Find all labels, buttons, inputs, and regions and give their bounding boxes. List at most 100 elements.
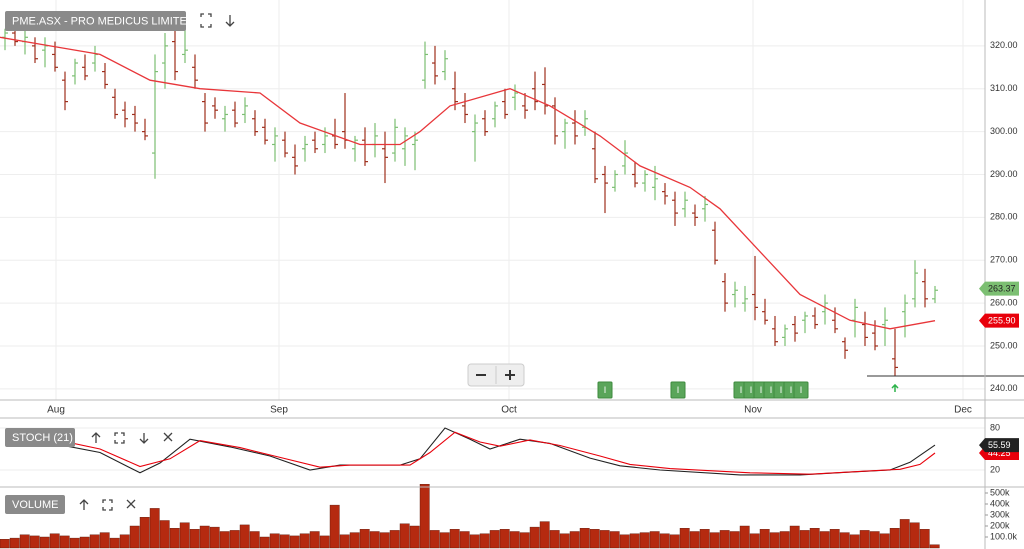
volume-bar [449,529,460,549]
volume-bar [119,534,130,549]
signal-label: I [677,385,680,395]
volume-bar [739,525,750,549]
y-tick-label: 100.0k [990,531,1018,541]
stoch-line [59,431,936,475]
volume-bar [699,529,710,549]
signal-label: I [760,385,763,395]
panel-tools[interactable] [200,13,235,28]
volume-bar [659,533,670,549]
volume-bar [879,533,890,549]
volume-bar [819,531,830,549]
volume-bar [779,531,790,549]
volume-bar [479,533,490,549]
signal-label: I [740,385,743,395]
signal-label: I [770,385,773,395]
volume-bar [689,531,700,549]
volume-bar [159,520,170,549]
y-tick-label: 280.00 [990,212,1018,222]
chart-title: PME.ASX - PRO MEDICUS LIMITED [12,15,195,27]
panel-title: VOLUME [12,499,58,511]
volume-bar [889,528,900,549]
volume-bar [319,535,330,549]
zoom-controls[interactable] [467,363,525,387]
volume-bar [109,537,120,549]
y-tick-label: 300k [990,509,1010,519]
volume-bar [399,523,410,549]
volume-bar [359,529,370,549]
volume-bar [729,531,740,549]
volume-bar [269,533,280,549]
volume-bar [719,530,730,549]
x-tick-label: Oct [501,405,517,416]
value-tag-label: 55.59 [988,440,1011,450]
volume-bar [459,531,470,549]
volume-bar [469,534,480,549]
y-tick-label: 200k [990,520,1010,530]
volume-bar [489,530,500,549]
volume-bar [919,529,930,549]
volume-bar [419,484,430,549]
volume-bar [599,530,610,549]
volume-bar [19,534,30,549]
title-tag [5,11,186,31]
volume-bar [389,530,400,549]
volume-bar [189,529,200,549]
panel-tools[interactable] [91,432,173,444]
volume-bar [69,537,80,549]
volume-bar [519,532,530,549]
buy-arrow [891,383,899,392]
y-tick-label: 320.00 [990,40,1018,50]
volume-bar [139,517,150,549]
zoom-in[interactable] [505,370,515,380]
volume-bar [259,536,270,549]
y-tick-label: 300.00 [990,126,1018,136]
volume-bar [809,528,820,549]
signal-box [793,381,809,399]
volume-bar [99,532,110,549]
volume-bar [279,534,290,549]
volume-bar [899,519,910,549]
volume-bar [289,535,300,549]
title-tag [5,495,65,514]
volume-bar [869,531,880,549]
volume-bar [839,532,850,549]
value-tag-label: 255.90 [988,316,1016,326]
signal-label: I [750,385,753,395]
volume-bar [59,535,70,549]
panel-title: STOCH (21) [12,432,73,444]
volume-bar [9,537,20,549]
volume-bar [849,534,860,549]
volume-bar [169,528,180,549]
y-tick-label: 20 [990,464,1000,474]
value-tag [979,281,1019,296]
y-tick-label: 310.00 [990,83,1018,93]
volume-bar [789,525,800,549]
volume-bar [379,532,390,549]
volume-bar [579,528,590,549]
volume-bar [549,530,560,549]
volume-bar [369,531,380,549]
signal-label: I [800,385,803,395]
y-tick-label: 500k [990,487,1010,497]
y-tick-label: 80 [990,422,1000,432]
y-tick-label: 260.00 [990,297,1018,307]
volume-bar [639,532,650,549]
volume-bar [299,533,310,549]
y-tick-label: 270.00 [990,255,1018,265]
volume-bar [329,504,340,549]
volume-bar [79,536,90,549]
volume-bar [569,531,580,549]
y-tick-label: 290.00 [990,169,1018,179]
y-tick-label: 240.00 [990,383,1018,393]
volume-bar [529,526,540,549]
volume-bar [709,532,720,549]
moving-average [0,36,936,330]
volume-bar [649,531,660,549]
volume-bar [239,524,250,549]
volume-bar [829,529,840,549]
panel-tools[interactable] [79,499,136,511]
volume-bar [219,531,230,549]
